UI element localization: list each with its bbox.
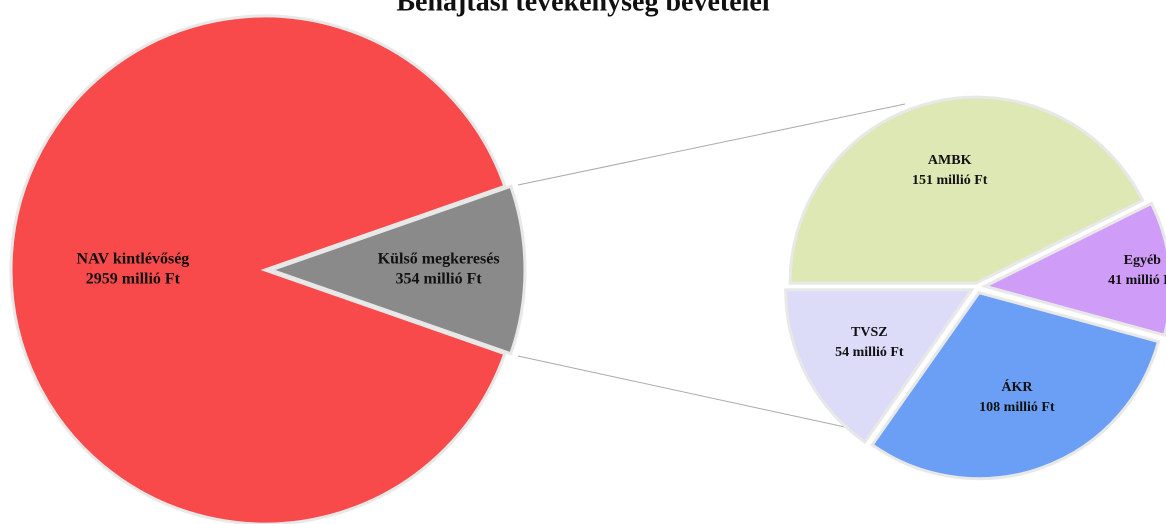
connector-line — [517, 103, 906, 186]
pie-slice — [788, 95, 1145, 285]
slice-value-label: 2959 millió Ft — [86, 271, 181, 288]
slice-value-label: 354 millió Ft — [396, 271, 483, 288]
slice-label: Külső megkeresés — [378, 251, 500, 268]
pie-slice — [870, 290, 1161, 481]
pie-slice — [266, 184, 527, 356]
slice-label: ÁKR — [1001, 378, 1033, 395]
slice-value-label: 151 millió Ft — [912, 173, 988, 188]
slice-label: Egyéb — [1124, 253, 1162, 268]
slice-label: NAV kintlévőség — [77, 251, 190, 268]
slice-value-label: 54 millió Ft — [835, 345, 904, 360]
pie-slice — [9, 14, 507, 524]
connector-line — [517, 355, 869, 433]
pie-slice — [980, 201, 1166, 337]
slice-label: TVSZ — [851, 325, 888, 340]
slice-label: AMBK — [928, 153, 972, 168]
slice-value-label: 41 millió Ft — [1108, 273, 1166, 288]
chart-title: Behajtási tevékenység bevételei — [396, 0, 769, 17]
pie-slice — [784, 288, 975, 445]
slice-value-label: 108 millió Ft — [979, 400, 1055, 415]
